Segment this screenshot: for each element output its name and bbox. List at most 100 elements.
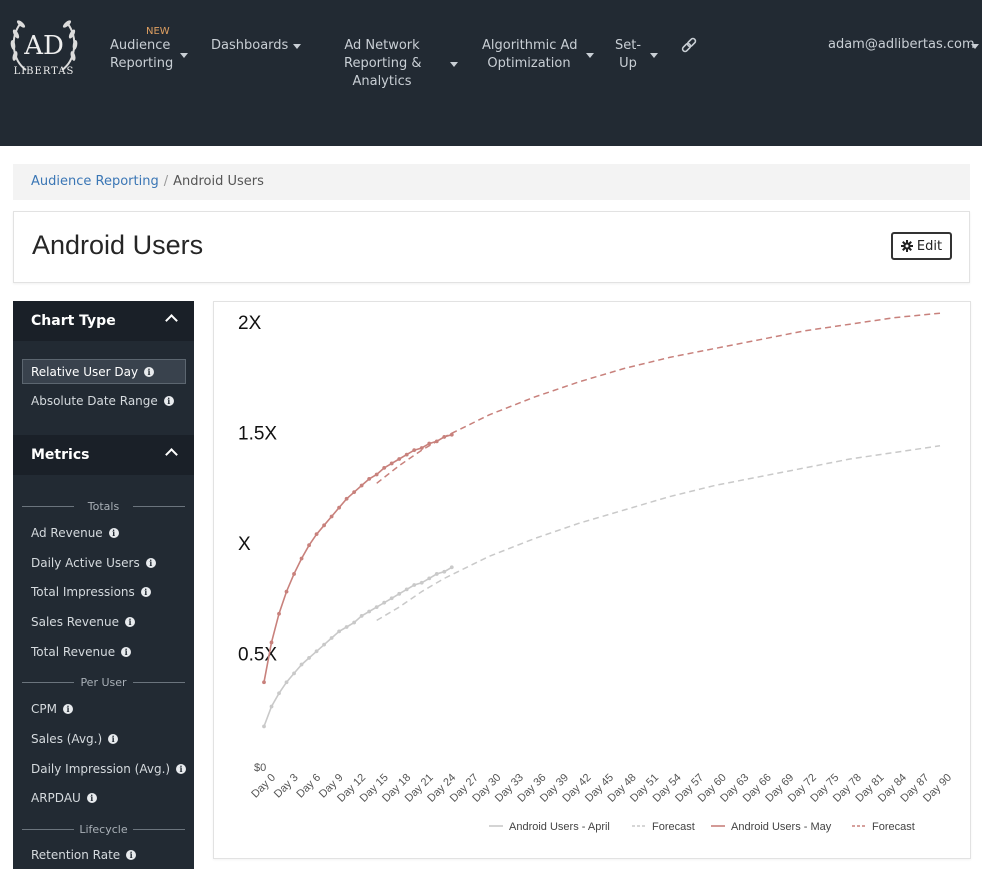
data-point [404,452,409,457]
chevron-down-icon [586,53,594,58]
data-point [262,680,266,685]
info-icon[interactable]: i [108,734,119,744]
data-point [292,671,296,676]
data-point [427,576,432,581]
chart-type-header[interactable]: Chart Type [13,301,194,341]
metric-daily-active-users[interactable]: Daily Active Users i [31,556,156,570]
data-point [389,596,394,601]
data-point [382,465,387,470]
info-icon[interactable]: i [62,704,73,714]
page-title: Android Users [32,230,204,260]
metric-total-revenue[interactable]: Total Revenue i [31,645,132,659]
edit-button[interactable]: Edit [891,232,952,260]
data-point [419,580,424,585]
data-point [389,461,394,466]
data-point [367,477,372,481]
info-icon[interactable]: i [108,528,119,538]
group-divider-lifecycle: Lifecycle [22,823,185,836]
group-divider-totals: Totals [22,500,185,513]
series-line-2 [263,433,453,683]
data-point [352,620,357,625]
chevron-down-icon [971,44,979,49]
info-icon[interactable]: i [176,764,187,774]
data-point [412,448,417,453]
x-tick-label: Day 0 [249,772,278,801]
metric-cpm[interactable]: CPM i [31,702,73,716]
link-icon[interactable] [680,37,698,55]
data-point [397,457,402,461]
breadcrumb-separator: / [163,174,169,189]
data-point [307,543,311,548]
data-point [359,483,364,488]
nav-dashboards[interactable]: Dashboards [211,37,301,55]
metric-sales-avg[interactable]: Sales (Avg.) i [31,732,119,746]
info-icon[interactable]: i [121,647,132,657]
chevron-down-icon [450,62,458,67]
nav-audience-reporting[interactable]: Audience Reporting [110,37,188,73]
nav-ad-network-reporting[interactable]: Ad Network Reporting & Analytics [344,37,458,91]
data-point [419,446,424,450]
metric-ad-revenue[interactable]: Ad Revenue i [31,526,119,540]
y-tick-label: 1.5X [238,424,277,445]
chevron-down-icon [180,53,188,58]
data-point [314,532,319,537]
data-point [337,505,342,510]
nav-algorithmic-ad-optimization[interactable]: Algorithmic Ad Optimization [482,37,594,73]
data-point [427,441,432,446]
nav-setup[interactable]: Set- Up [614,37,658,73]
chart-type-absolute-date-range[interactable]: Absolute Date Range i [31,394,174,408]
metric-retention-rate[interactable]: Retention Rate i [31,848,137,862]
data-point [322,523,326,528]
chevron-up-icon [165,314,178,327]
data-point [412,583,417,587]
data-point [307,656,311,660]
data-point [262,724,266,729]
metrics-header[interactable]: Metrics [13,435,194,475]
data-point [337,629,342,634]
info-icon[interactable]: i [140,587,151,597]
data-point [299,556,304,561]
svg-text:AD: AD [23,31,64,61]
metric-total-impressions[interactable]: Total Impressions i [31,585,151,599]
chart-type-relative-user-day[interactable]: Relative User Day i [22,359,186,384]
y-tick-label: $0 [254,762,266,774]
user-menu[interactable]: adam@adlibertas.com [828,37,979,52]
x-tick-label: Day 3 [272,772,301,801]
data-point [284,589,289,594]
data-point [344,496,349,501]
data-point [329,636,334,640]
data-point [269,640,274,645]
legend-label: Forecast [872,821,915,833]
x-tick-label: Day 6 [294,772,323,801]
data-point [292,572,296,576]
metric-arpdau[interactable]: ARPDAU i [31,791,97,805]
y-tick-label: 2X [238,313,262,334]
legend-label: Android Users - April [509,821,610,833]
data-point [374,472,379,477]
metric-daily-impression-avg[interactable]: Daily Impression (Avg.) i [31,762,187,776]
data-point [449,565,454,570]
info-icon[interactable]: i [145,558,156,568]
chevron-down-icon [293,44,301,49]
adlibertas-logo[interactable]: AD LIBERTAS [6,12,82,84]
breadcrumb-audience-reporting[interactable]: Audience Reporting [31,174,159,189]
info-icon[interactable]: i [126,850,137,860]
data-point [449,432,454,437]
breadcrumb-current: Android Users [173,174,264,189]
data-point [367,609,372,614]
options-sidebar: Chart Type Relative User Day i Absolute … [13,301,194,869]
data-point [359,614,364,618]
series-line-1 [376,445,941,622]
metric-sales-revenue[interactable]: Sales Revenue i [31,615,136,629]
info-icon[interactable]: i [125,617,136,627]
y-tick-label: 0.5X [238,645,277,666]
data-point [344,625,349,629]
info-icon[interactable]: i [144,366,155,377]
data-point [329,514,334,519]
chart-panel: $0 0.5X X 1.5X 2X Day 0 Day 3 Day 6 Day 9 Day 12 D… [213,301,971,859]
info-icon[interactable]: i [163,396,174,406]
info-icon[interactable]: i [86,793,97,803]
breadcrumb: Audience Reporting / Android Users [13,164,970,200]
group-divider-per-user: Per User [22,676,185,689]
data-point [322,642,326,647]
